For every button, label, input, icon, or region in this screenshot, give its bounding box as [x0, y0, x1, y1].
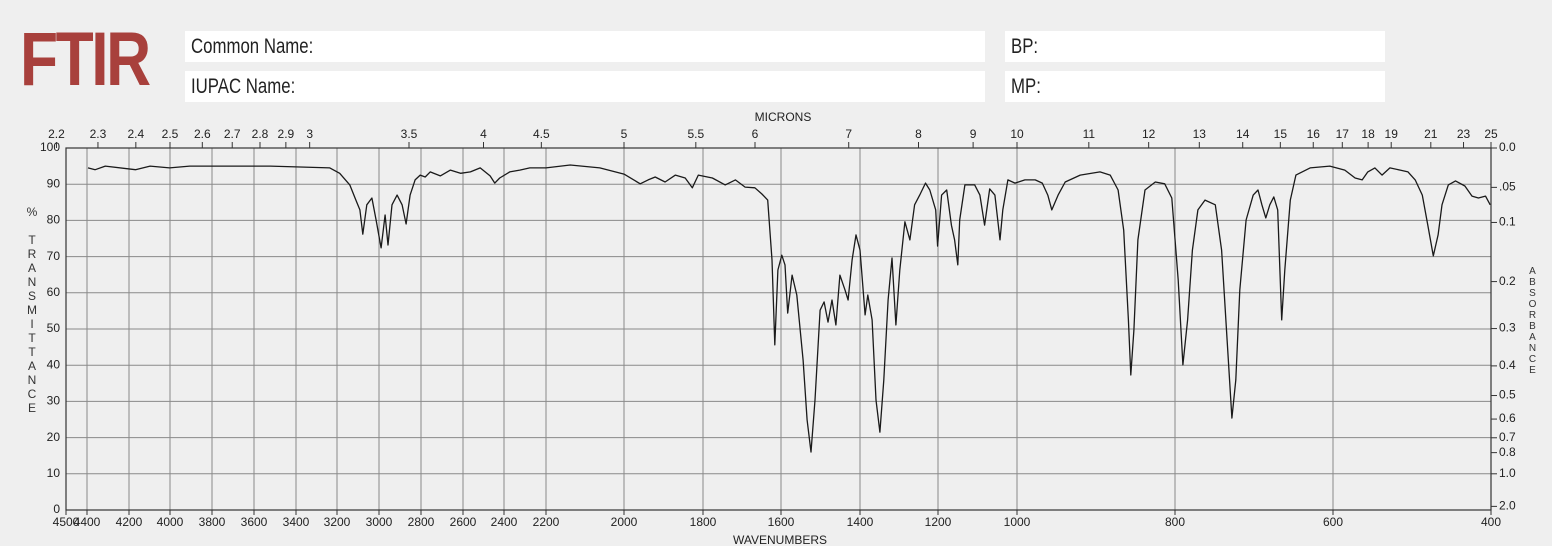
- x2-tick-label: 2.8: [252, 127, 269, 141]
- y2-tick-label: 0.2: [1499, 274, 1516, 288]
- x-tick-label: 400: [1481, 515, 1501, 529]
- x-tick-label: 4000: [157, 515, 184, 529]
- y-tick-label: 20: [47, 430, 61, 444]
- y2-tick-label: 0.6: [1499, 411, 1516, 425]
- y-tick-label: 90: [47, 176, 61, 190]
- x2-tick-label: 11: [1083, 127, 1096, 141]
- x-tick-label: 800: [1165, 515, 1185, 529]
- x2-tick-label: 15: [1274, 127, 1288, 141]
- y2-tick-label: .05: [1499, 180, 1516, 194]
- y2-axis-title: ABSORBANCE: [1527, 266, 1538, 376]
- x2-tick-label: 25: [1484, 127, 1498, 141]
- x-tick-label: 3400: [283, 515, 310, 529]
- x2-tick-label: 17: [1336, 127, 1350, 141]
- x-tick-label: 1600: [768, 515, 795, 529]
- x2-tick-label: 2.2: [48, 127, 65, 141]
- y2-tick-label: 2.0: [1499, 499, 1516, 513]
- x-tick-label: 1800: [690, 515, 717, 529]
- x2-tick-label: 3: [306, 127, 313, 141]
- x2-tick-label: 2.5: [162, 127, 179, 141]
- bp-field: BP:: [1005, 31, 1385, 62]
- x-tick-label: 1400: [847, 515, 874, 529]
- y-tick-label: 80: [47, 213, 61, 227]
- x2-tick-label: 2.4: [127, 127, 144, 141]
- y-tick-label: 40: [47, 357, 61, 371]
- x2-tick-label: 8: [915, 127, 922, 141]
- x-tick-label: 3600: [241, 515, 268, 529]
- x-tick-label: 2000: [611, 515, 638, 529]
- field-label: MP:: [1011, 75, 1041, 98]
- x2-tick-label: 19: [1385, 127, 1399, 141]
- x2-tick-label: 23: [1457, 127, 1471, 141]
- x2-tick-label: 16: [1307, 127, 1321, 141]
- y2-tick-label: 0.8: [1499, 445, 1516, 459]
- spectrum-line: [87, 164, 1491, 453]
- x2-tick-label: 7: [845, 127, 852, 141]
- x-tick-label: 2800: [408, 515, 435, 529]
- y-tick-label: 10: [47, 466, 61, 480]
- x2-tick-label: 9: [970, 127, 977, 141]
- x-tick-label: 600: [1323, 515, 1343, 529]
- x2-tick-label: 2.3: [90, 127, 107, 141]
- x2-tick-label: 5: [621, 127, 628, 141]
- y2-tick-label: 0.7: [1499, 430, 1516, 444]
- y-axis-title: % TRANSMITTANCE: [25, 205, 39, 415]
- y2-tick-label: 0.1: [1499, 215, 1516, 229]
- x2-axis-title: MICRONS: [755, 110, 812, 124]
- y-tick-label: 100: [40, 140, 60, 154]
- y2-tick-label: 0.3: [1499, 321, 1516, 335]
- x2-tick-label: 2.6: [194, 127, 211, 141]
- x-tick-label: 2400: [491, 515, 518, 529]
- y-tick-label: 50: [47, 321, 61, 335]
- x2-tick-label: 5.5: [687, 127, 704, 141]
- x2-tick-label: 4: [480, 127, 487, 141]
- y-tick-label: 60: [47, 285, 61, 299]
- iupac-name-field: IUPAC Name:: [185, 71, 985, 102]
- mp-field: MP:: [1005, 71, 1385, 102]
- x-tick-label: 3800: [199, 515, 226, 529]
- x2-tick-label: 4.5: [533, 127, 550, 141]
- x2-tick-label: 13: [1193, 127, 1207, 141]
- common-name-field: Common Name:: [185, 31, 985, 62]
- plot-frame: [65, 147, 1492, 511]
- x2-tick-label: 6: [752, 127, 759, 141]
- x-tick-label: 3200: [324, 515, 351, 529]
- x-tick-label: 2200: [533, 515, 560, 529]
- x2-tick-label: 2.7: [224, 127, 241, 141]
- field-label: Common Name:: [191, 35, 314, 58]
- page-title: FTIR: [20, 17, 151, 102]
- y-tick-label: 30: [47, 394, 61, 408]
- x2-tick-label: 12: [1142, 127, 1156, 141]
- field-label: IUPAC Name:: [191, 75, 296, 98]
- x-tick-label: 4200: [116, 515, 143, 529]
- y-tick-label: 0: [53, 502, 60, 516]
- field-label: BP:: [1011, 35, 1039, 58]
- x2-tick-label: 21: [1424, 127, 1438, 141]
- y-tick-label: 70: [47, 249, 61, 263]
- y2-tick-label: 0.4: [1499, 358, 1516, 372]
- x2-tick-label: 2.9: [278, 127, 295, 141]
- y2-tick-label: 1.0: [1499, 466, 1516, 480]
- x2-tick-label: 14: [1236, 127, 1250, 141]
- x2-tick-label: 3.5: [401, 127, 418, 141]
- x-tick-label: 3000: [366, 515, 393, 529]
- x-tick-label: 1200: [925, 515, 952, 529]
- x2-tick-label: 18: [1361, 127, 1375, 141]
- y2-tick-label: 0.0: [1499, 140, 1516, 154]
- x-axis-title: WAVENUMBERS: [733, 533, 827, 546]
- y2-tick-label: 0.5: [1499, 388, 1516, 402]
- x-tick-label: 4500: [53, 515, 80, 529]
- x-tick-label: 1000: [1004, 515, 1031, 529]
- x2-tick-label: 10: [1010, 127, 1024, 141]
- x-tick-label: 2600: [450, 515, 477, 529]
- x-tick-label: 4400: [74, 515, 101, 529]
